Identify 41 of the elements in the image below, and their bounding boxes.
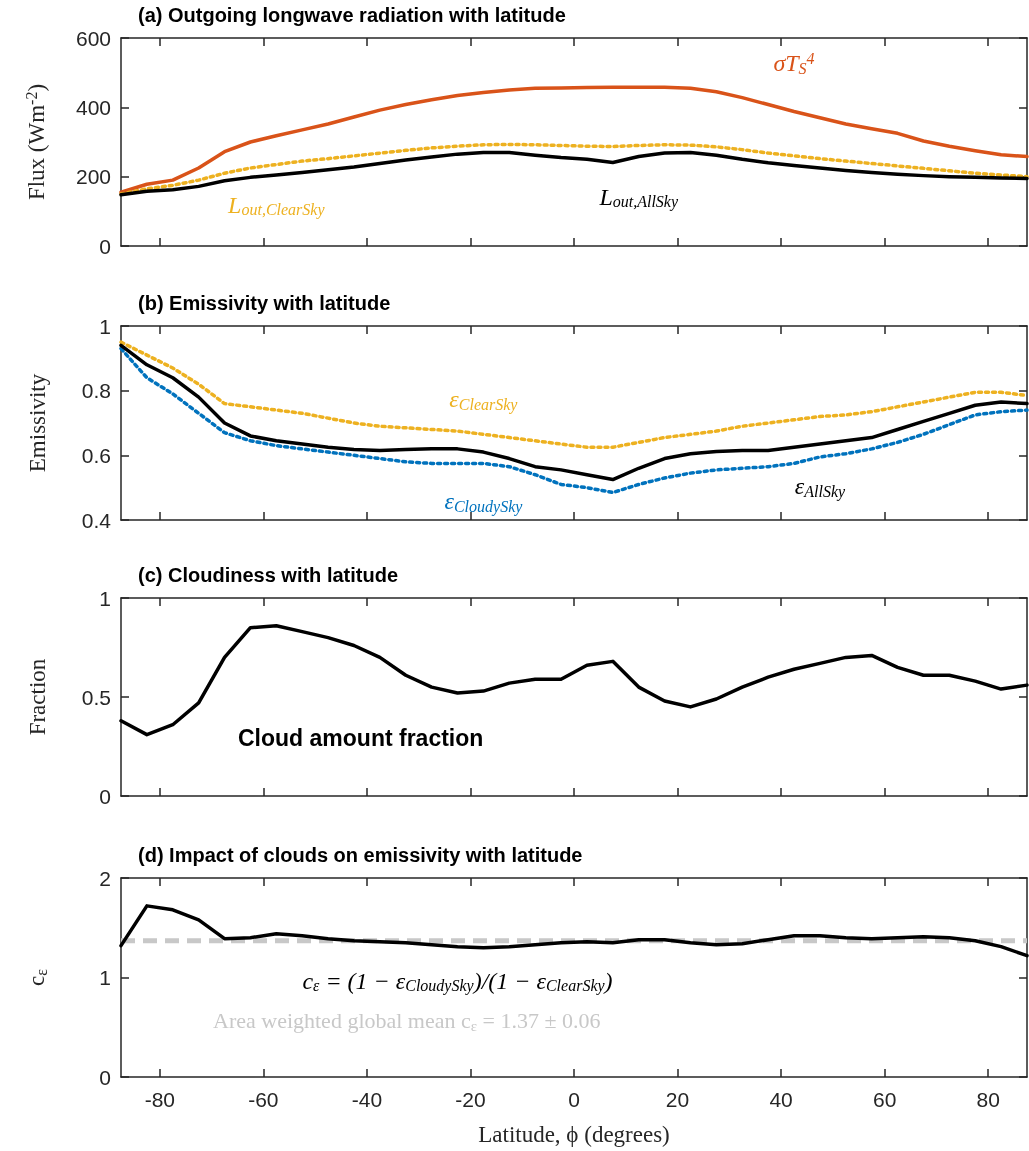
y-axis-title: Emissivity xyxy=(25,373,50,473)
series-label: σTS4 xyxy=(773,49,815,77)
x-tick-label: -60 xyxy=(248,1088,279,1111)
series-label: εCloudySky xyxy=(444,488,524,516)
series-label: cε = (1 − εCloudySky)/(1 − εClearSky) xyxy=(302,967,613,996)
y-axis-title: Fraction xyxy=(25,658,50,736)
series-label: εAllSky xyxy=(794,473,846,501)
x-tick-label: 0 xyxy=(568,1088,580,1111)
line-series xyxy=(119,904,1029,958)
x-tick-label: 40 xyxy=(769,1088,793,1111)
y-tick-label: 1 xyxy=(99,966,111,989)
x-tick-label: 20 xyxy=(665,1088,690,1111)
y-axis-title: Flux (Wm-2) xyxy=(22,83,49,201)
y-tick-label: 0 xyxy=(99,1065,111,1089)
x-axis-title: Latitude, ϕ (degrees) xyxy=(478,1122,670,1147)
x-tick-label: -80 xyxy=(144,1088,176,1111)
y-tick-label: 0.6 xyxy=(81,443,111,467)
y-tick-label: 1 xyxy=(99,314,111,338)
y-tick-label: 2 xyxy=(99,866,111,890)
annotation: Cloud amount fraction xyxy=(238,724,484,751)
y-axis-title: cε xyxy=(23,968,50,986)
y-tick-label: 0.8 xyxy=(81,379,111,403)
y-tick-label: 400 xyxy=(75,95,111,119)
y-tick-label: 0.5 xyxy=(81,685,111,709)
x-tick-label: -40 xyxy=(351,1088,383,1111)
chart-title: (d) Impact of clouds on emissivity with latitude xyxy=(138,844,583,866)
chart-title: (a) Outgoing longwave radiation with latitude xyxy=(138,4,566,26)
y-tick-label: 0.4 xyxy=(81,508,112,532)
chart-title: (b) Emissivity with latitude xyxy=(138,292,391,314)
y-tick-label: 600 xyxy=(75,26,111,50)
y-tick-label: 1 xyxy=(99,586,111,610)
series-label: Lout,ClearSky xyxy=(227,191,326,220)
y-tick-label: 0 xyxy=(99,234,111,258)
chart-title: (c) Cloudiness with latitude xyxy=(138,564,399,586)
y-tick-label: 200 xyxy=(75,165,111,189)
series-label: εClearSky xyxy=(449,386,519,414)
series-label: Lout,AllSky xyxy=(598,183,679,212)
x-tick-label: -20 xyxy=(455,1088,486,1111)
y-tick-label: 0 xyxy=(99,784,111,808)
x-tick-label: 60 xyxy=(872,1088,897,1111)
x-tick-label: 80 xyxy=(976,1088,1000,1111)
